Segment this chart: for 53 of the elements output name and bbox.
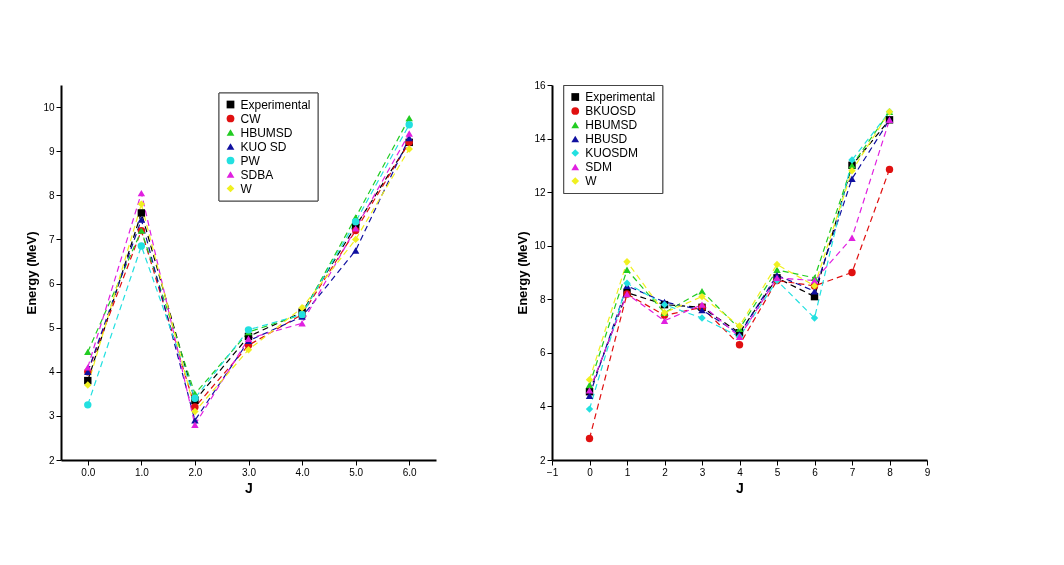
legend-label: HBUMSD (240, 125, 293, 140)
legend-label: CW (240, 111, 262, 126)
x-axis-title: J (736, 479, 744, 496)
y-tick-label: 2 (48, 454, 55, 466)
x-tick-label: 2.0 (188, 466, 203, 478)
legend-label: HBUMSD (585, 118, 638, 132)
y-axis-title: Energy (MeV) (515, 231, 531, 315)
y-tick-label: 7 (48, 233, 55, 245)
x-tick-label: 1 (624, 466, 631, 478)
y-tick-label: 16 (534, 79, 546, 91)
x-axis-title: J (245, 479, 253, 496)
x-tick-label: 0.0 (81, 466, 96, 478)
y-tick-label: 9 (48, 145, 55, 157)
y-tick-label: 5 (48, 322, 55, 334)
y-tick-label: 10 (534, 240, 546, 252)
x-tick-label: −1 (546, 466, 559, 478)
y-axis-title: Energy (MeV) (24, 231, 40, 315)
legend-label: BKUOSD (585, 104, 637, 118)
x-tick-label: 5.0 (349, 466, 364, 478)
y-tick-label: 6 (48, 278, 55, 290)
y-tick-label: 10 (43, 101, 55, 113)
x-tick-label: 6 (812, 466, 819, 478)
legend-label: KUO SD (240, 139, 287, 154)
x-tick-label: 1.0 (134, 466, 150, 478)
y-tick-label: 14 (534, 133, 546, 145)
x-tick-label: 2 (662, 466, 669, 478)
x-tick-label: 6.0 (402, 466, 418, 478)
y-tick-label: 8 (48, 189, 55, 201)
x-tick-label: 4 (737, 466, 744, 478)
x-tick-label: 4.0 (295, 466, 310, 478)
x-tick-label: 0 (587, 466, 594, 478)
x-tick-label: 8 (887, 466, 894, 478)
y-tick-label: 3 (48, 410, 55, 422)
y-tick-label: 8 (539, 293, 546, 305)
x-tick-label: 3.0 (242, 466, 257, 478)
x-tick-label: 9 (924, 466, 931, 478)
legend-label: W (240, 181, 253, 196)
y-tick-label: 2 (539, 454, 546, 466)
legend-label: Experimental (585, 90, 656, 104)
x-tick-label: 5 (774, 466, 781, 478)
legend-label: W (585, 174, 598, 188)
y-tick-label: 4 (539, 400, 546, 412)
y-tick-label: 12 (534, 186, 546, 198)
legend-label: Experimental (240, 97, 311, 112)
x-tick-label: 7 (849, 466, 856, 478)
legend-label: PW (240, 153, 261, 168)
legend-label: KUOSDM (585, 146, 638, 160)
legend-label: HBUSD (585, 132, 628, 146)
x-tick-label: 3 (699, 466, 706, 478)
y-tick-label: 4 (48, 366, 55, 378)
y-tick-label: 6 (539, 347, 546, 359)
legend-label: SDBA (240, 167, 274, 182)
legend-label: SDM (585, 160, 612, 174)
